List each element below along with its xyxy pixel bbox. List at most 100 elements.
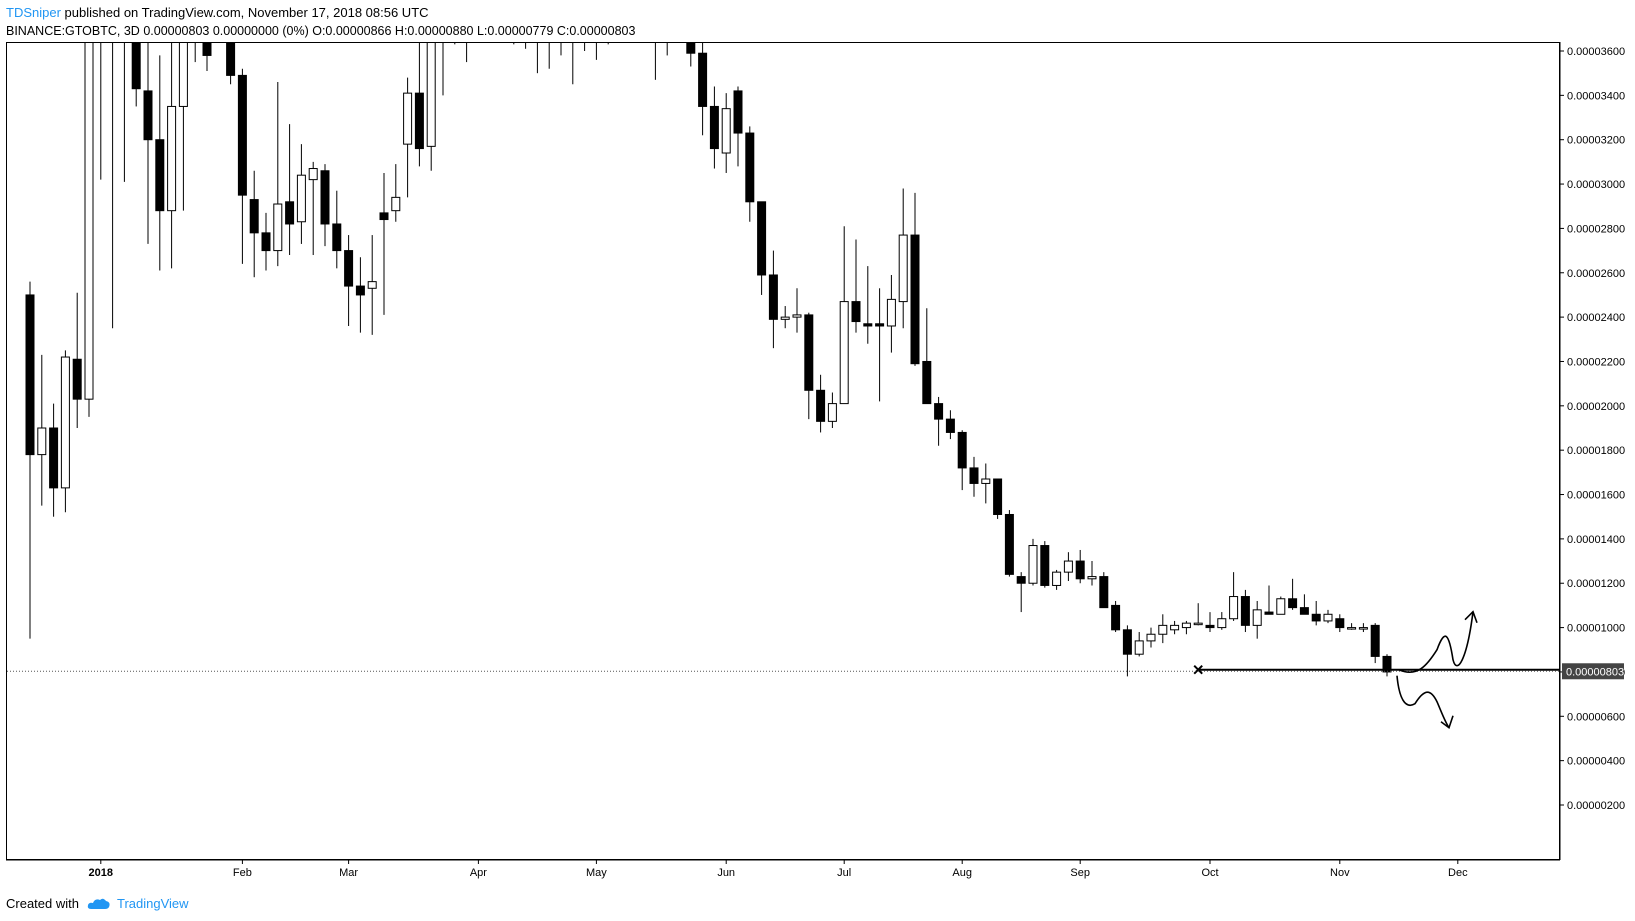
x-tick-label: Feb	[233, 867, 252, 879]
candle	[249, 170, 259, 278]
candle-body-down	[1040, 545, 1050, 586]
candle	[1323, 609, 1333, 624]
candle	[123, 43, 125, 182]
candle	[1335, 614, 1345, 633]
candle	[167, 43, 177, 269]
candle-body-down	[733, 90, 743, 134]
candle	[285, 124, 295, 256]
price-axis[interactable]: 0.00003600 0.00003400 0.00003200 0.00003000…	[1560, 46, 1625, 812]
candle-body-up	[426, 43, 436, 147]
candle-body-down	[486, 31, 494, 33]
candle	[1146, 627, 1156, 648]
candle-body-down	[1299, 607, 1309, 615]
candle	[1028, 538, 1038, 586]
candle-body-up	[1323, 613, 1333, 622]
candle	[25, 281, 35, 639]
candle-body-down	[1264, 611, 1274, 615]
candle-body-up	[839, 301, 849, 405]
candle-body-down	[355, 285, 365, 296]
candle	[548, 43, 550, 69]
candle	[1004, 510, 1014, 577]
candle-body-up	[898, 234, 908, 303]
candle-body-up	[167, 105, 177, 212]
candle-body-down	[261, 232, 271, 252]
candle-body-up	[1276, 598, 1286, 615]
candle	[403, 77, 413, 198]
candle-body-up	[391, 196, 401, 212]
candle-body-down	[1111, 604, 1121, 631]
candle	[945, 410, 955, 440]
candle	[191, 31, 199, 63]
candle-body-down	[1382, 655, 1392, 673]
y-tick-label: 0.00003600	[1567, 46, 1625, 58]
candle	[1288, 578, 1298, 610]
candle-body-down	[49, 427, 59, 489]
x-tick-label: Mar	[339, 867, 358, 879]
candle	[686, 43, 696, 67]
candle-body-up	[1146, 633, 1156, 642]
scenario-arrow-down	[1396, 675, 1450, 729]
candle	[1134, 632, 1144, 657]
candle-body-down	[686, 43, 696, 54]
candle-body-up	[1347, 627, 1357, 630]
candle	[721, 93, 731, 173]
x-tick-label: Nov	[1330, 867, 1350, 879]
y-tick-label: 0.00001600	[1567, 490, 1625, 502]
candle-body-down	[285, 201, 295, 225]
candle-body-down	[922, 360, 932, 405]
candle	[1016, 572, 1026, 613]
candle-body-up	[273, 203, 283, 252]
candle	[804, 312, 814, 420]
candle-body-up	[1181, 622, 1191, 629]
candle-body-down	[1335, 618, 1345, 629]
y-tick-label: 0.00002000	[1567, 401, 1625, 413]
arrow-down-head-icon	[1440, 715, 1454, 730]
publish-line: TDSniper published on TradingView.com, N…	[6, 4, 635, 22]
candle-body-down	[651, 31, 659, 40]
arrow-up-head-icon	[1464, 610, 1478, 623]
candle-body-down	[675, 33, 683, 35]
candle-body-up	[439, 29, 447, 31]
candle	[981, 463, 991, 504]
candle	[1181, 620, 1191, 635]
candle	[84, 43, 94, 417]
candle-body-down	[1016, 576, 1026, 584]
candle	[1252, 600, 1262, 639]
candle-body-up	[1063, 560, 1073, 573]
candle-body-down	[875, 323, 885, 327]
candle	[851, 239, 861, 333]
candle-body-down	[1122, 629, 1132, 655]
tradingview-brand-link[interactable]: TradingView	[116, 896, 189, 911]
candle	[1382, 654, 1392, 677]
candlestick-chart[interactable]: 0.00003600 0.00003400 0.00003200 0.00003000…	[0, 0, 1635, 890]
candle	[344, 235, 354, 326]
candle-body-down	[804, 314, 814, 391]
candle-body-down	[640, 31, 648, 33]
candle-body-down	[191, 31, 199, 40]
candle-body-up	[178, 43, 188, 107]
candle-body-down	[745, 132, 755, 203]
time-axis[interactable]: 2018 Feb Mar Apr May Jun Jul Aug Sep Oct Nov Dec	[89, 860, 1469, 879]
candle	[1111, 600, 1121, 633]
x-tick-label: May	[586, 867, 607, 879]
candle	[49, 403, 59, 517]
candle	[226, 43, 236, 85]
candle	[155, 55, 165, 271]
candle-body-down	[379, 212, 389, 221]
current-price-badge: 0.00000803	[1562, 663, 1624, 680]
candle-body-down	[934, 403, 944, 420]
candle-body-down	[757, 201, 767, 276]
candle	[1170, 620, 1180, 635]
candle	[1193, 603, 1203, 626]
candle-body-down	[143, 90, 153, 141]
candle	[522, 31, 530, 49]
y-tick-label: 0.00003200	[1567, 135, 1625, 147]
author-link[interactable]: TDSniper	[6, 5, 61, 20]
candle	[675, 29, 683, 38]
candle	[898, 188, 908, 329]
candle	[993, 478, 1003, 519]
candle-body-down	[522, 31, 530, 42]
candle-body-down	[628, 31, 636, 33]
candle	[1087, 561, 1097, 586]
candle	[237, 68, 247, 264]
